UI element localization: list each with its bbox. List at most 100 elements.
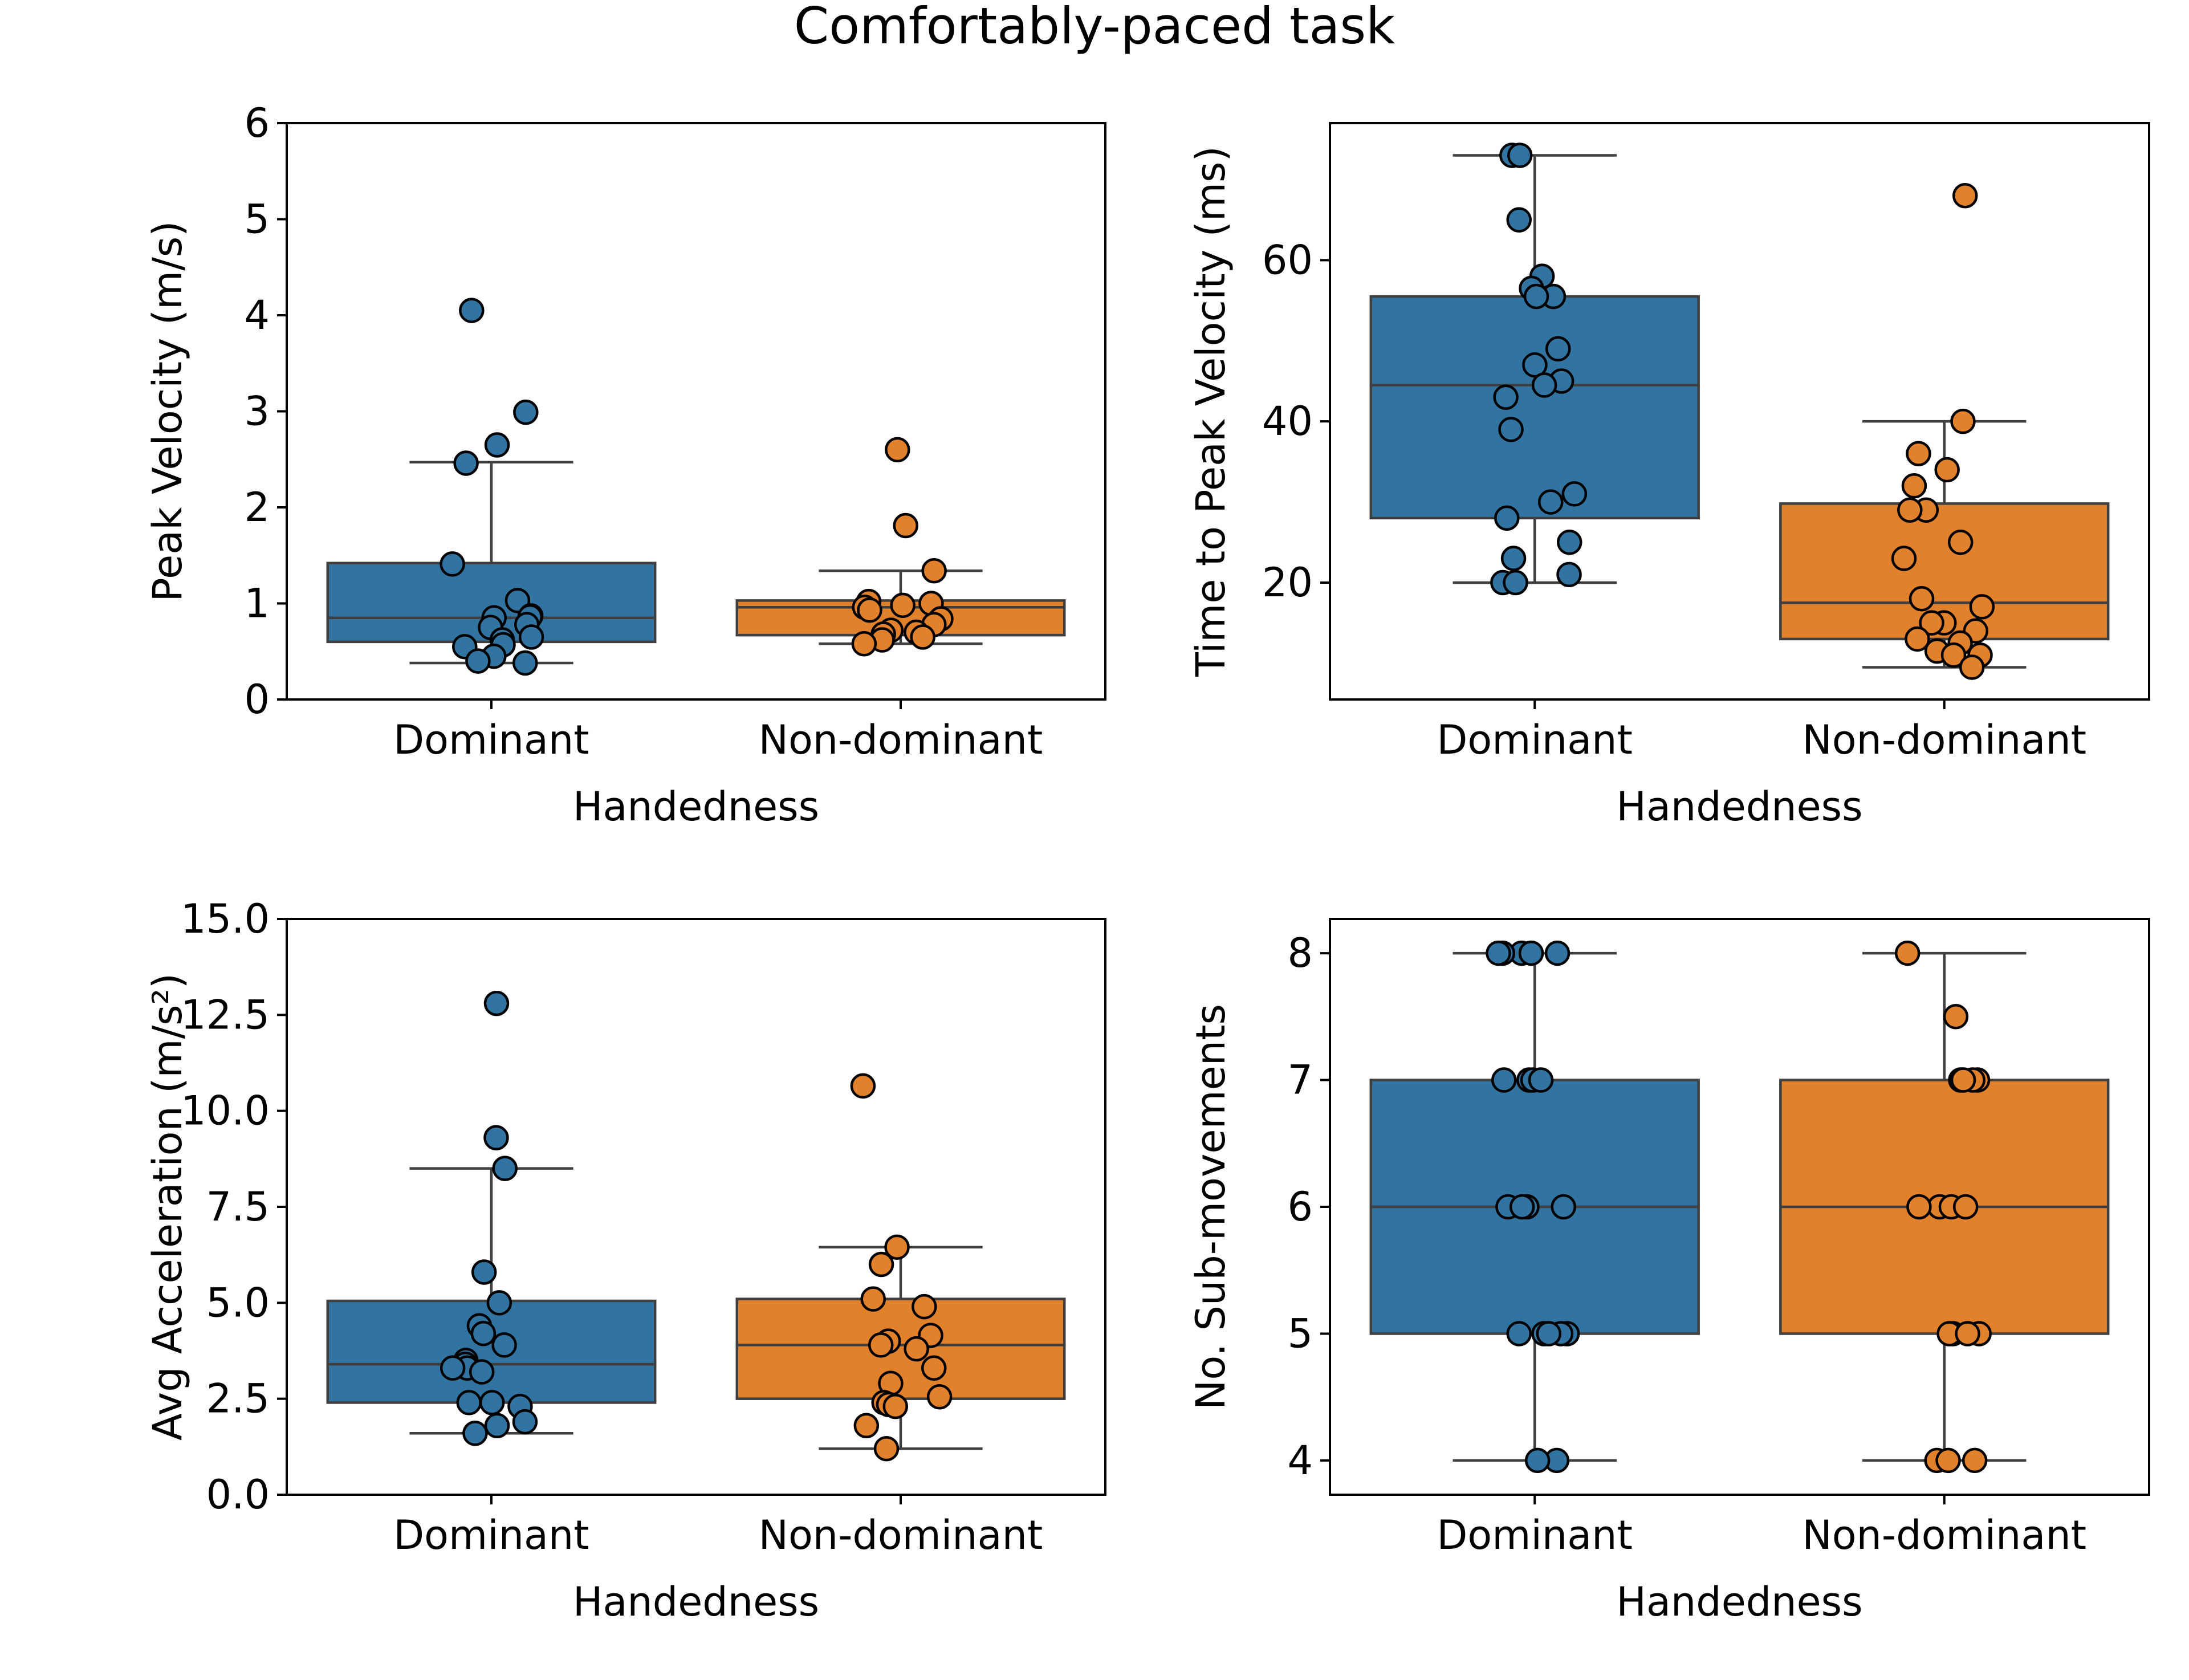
- data-point-non-dominant: [1934, 457, 1960, 483]
- data-point-dominant: [1494, 505, 1520, 531]
- data-point-dominant: [1551, 1194, 1577, 1220]
- data-point-dominant: [484, 1413, 510, 1439]
- data-point-non-dominant: [921, 612, 947, 637]
- data-point-non-dominant: [870, 621, 896, 647]
- box-dominant: [1369, 295, 1700, 520]
- data-point-non-dominant: [884, 1234, 910, 1260]
- data-point-dominant: [1528, 1067, 1554, 1093]
- data-point-non-dominant: [1962, 1447, 1988, 1474]
- data-point-dominant: [479, 1390, 505, 1415]
- x-tick-label-dominant: Dominant: [1437, 717, 1633, 763]
- data-point-dominant: [1537, 489, 1564, 515]
- data-point-dominant: [1544, 1447, 1570, 1474]
- y-tick-label: 7: [1287, 1057, 1313, 1104]
- data-point-dominant: [1557, 530, 1582, 555]
- y-tick-label: 0.0: [206, 1471, 270, 1518]
- data-point-non-dominant: [1948, 1067, 1974, 1093]
- data-point-dominant: [1500, 546, 1527, 571]
- x-axis-label: Handedness: [573, 1579, 819, 1625]
- data-point-dominant: [465, 648, 491, 674]
- data-point-non-dominant: [1927, 1194, 1952, 1220]
- box-non-dominant: [735, 599, 1066, 637]
- data-point-non-dominant: [893, 512, 919, 539]
- data-point-non-dominant: [850, 1073, 876, 1099]
- data-point-non-dominant: [918, 1323, 943, 1348]
- box-dominant: [326, 562, 657, 644]
- axes-frame: [286, 918, 1106, 1496]
- y-axis-label: Avg Acceleration (m/s²): [144, 973, 191, 1441]
- y-tick-label: 2.5: [206, 1376, 270, 1422]
- y-tick-label: 6: [244, 100, 270, 147]
- data-point-non-dominant: [857, 597, 882, 623]
- data-point-dominant: [512, 650, 538, 676]
- data-point-dominant: [440, 551, 465, 577]
- data-point-non-dominant: [1960, 1067, 1985, 1093]
- data-point-non-dominant: [885, 437, 910, 463]
- data-point-dominant: [1486, 940, 1511, 966]
- data-point-dominant: [1490, 940, 1516, 966]
- y-tick-label: 10.0: [181, 1088, 270, 1134]
- data-point-dominant: [471, 1259, 497, 1285]
- data-point-non-dominant: [851, 631, 877, 657]
- data-point-non-dominant: [882, 1393, 909, 1419]
- data-point-non-dominant: [910, 624, 935, 650]
- data-point-non-dominant: [869, 627, 895, 653]
- data-point-non-dominant: [890, 592, 916, 619]
- x-tick-label-dominant: Dominant: [393, 1512, 589, 1559]
- data-point-non-dominant: [876, 1392, 902, 1418]
- data-point-dominant: [489, 627, 515, 653]
- data-point-non-dominant: [1963, 618, 1989, 644]
- data-point-dominant: [1506, 1321, 1532, 1347]
- data-point-dominant: [452, 634, 478, 660]
- data-point-dominant: [1495, 1194, 1521, 1220]
- data-point-non-dominant: [1964, 1067, 1991, 1093]
- data-point-dominant: [486, 1290, 512, 1316]
- data-point-non-dominant: [1967, 642, 1993, 668]
- y-tick-label: 20: [1262, 559, 1313, 606]
- data-point-dominant: [1506, 207, 1532, 233]
- data-point-non-dominant: [871, 1390, 897, 1415]
- y-tick-label: 15.0: [181, 896, 270, 942]
- figure-title: Comfortably-paced task: [794, 0, 1395, 55]
- data-point-dominant: [1545, 336, 1571, 362]
- data-point-non-dominant: [926, 1384, 953, 1410]
- x-tick-label-non-dominant: Non-dominant: [1802, 717, 2086, 763]
- data-point-dominant: [1540, 283, 1567, 310]
- data-point-dominant: [1503, 570, 1528, 596]
- data-point-dominant: [469, 1359, 495, 1385]
- box-dominant: [1369, 1079, 1700, 1335]
- data-point-dominant: [481, 643, 507, 669]
- data-point-non-dominant: [1906, 1194, 1932, 1220]
- data-point-non-dominant: [860, 1286, 886, 1312]
- data-point-non-dominant: [1952, 1194, 1979, 1220]
- x-tick-label-dominant: Dominant: [1437, 1512, 1633, 1559]
- data-point-non-dominant: [1919, 610, 1944, 636]
- box-dominant: [326, 1299, 657, 1404]
- data-point-dominant: [512, 1409, 538, 1435]
- data-point-dominant: [1509, 1194, 1535, 1220]
- data-point-non-dominant: [1952, 183, 1978, 209]
- data-point-dominant: [1561, 481, 1588, 507]
- data-point-non-dominant: [1938, 1194, 1964, 1220]
- data-point-dominant: [1508, 940, 1535, 966]
- data-point-dominant: [483, 990, 510, 1016]
- box-non-dominant: [735, 1297, 1066, 1400]
- data-point-non-dominant: [1924, 638, 1950, 664]
- data-point-dominant: [1514, 1194, 1540, 1220]
- data-point-dominant: [484, 432, 510, 458]
- x-axis-label: Handedness: [573, 783, 819, 830]
- box-non-dominant: [1779, 1079, 2110, 1335]
- y-tick-label: 5: [244, 196, 270, 243]
- data-point-dominant: [1548, 1321, 1574, 1347]
- data-point-non-dominant: [1950, 1067, 1976, 1093]
- data-point-non-dominant: [1901, 473, 1927, 499]
- data-point-dominant: [517, 604, 543, 630]
- y-tick-label: 3: [244, 388, 270, 435]
- y-tick-label: 5.0: [206, 1279, 270, 1326]
- data-point-non-dominant: [921, 558, 947, 584]
- data-point-dominant: [456, 1390, 482, 1415]
- data-point-dominant: [504, 588, 531, 613]
- data-point-non-dominant: [878, 1370, 904, 1396]
- data-point-non-dominant: [876, 1328, 901, 1354]
